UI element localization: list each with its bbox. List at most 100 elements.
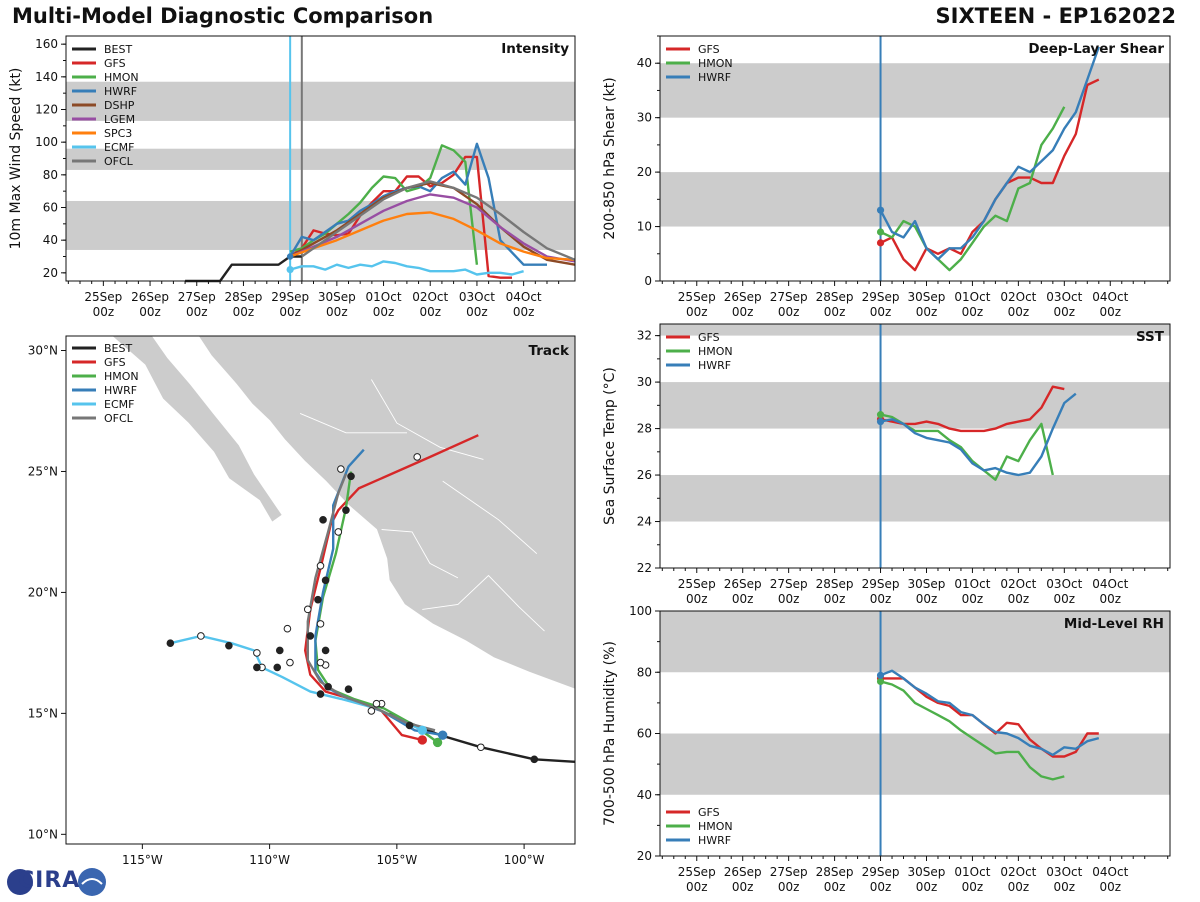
track-panel: 115°W 110°W 105°W 100°W 10°N 15°N 20°N 25°N 30°N…	[28, 335, 576, 867]
track-ytick-label: 15°N	[28, 706, 58, 720]
rh-xtick-label: 00z	[1008, 880, 1030, 894]
track-position-marker	[225, 641, 233, 650]
intensity-xtick-label: 25Sep	[84, 290, 122, 304]
cira-logo: CIRA	[4, 866, 108, 898]
intensity-legend-label-gfs: GFS	[104, 57, 126, 70]
track-series-ofcl	[306, 473, 436, 732]
sst-band-0	[660, 475, 1170, 522]
track-position-marker	[283, 624, 292, 633]
sst-xtick-label: 00z	[1099, 592, 1121, 606]
shear-xtick-label: 00z	[870, 305, 892, 319]
rh-ytick-label: 20	[637, 849, 652, 863]
sst-xtick-label: 00z	[962, 592, 984, 606]
sst-band-2	[660, 324, 1170, 336]
shear-xtick-label: 29Sep	[862, 290, 900, 304]
sst-xtick-label: 30Sep	[908, 577, 946, 591]
intensity-legend-label-hmon: HMON	[104, 71, 139, 84]
sst-frame	[659, 323, 1171, 569]
rh-ytick-label: 40	[637, 788, 652, 802]
sst-xtick-label: 02Oct	[1000, 577, 1036, 591]
rh-xtick-label: 00z	[916, 880, 938, 894]
intensity-band-2	[66, 81, 575, 121]
rh-ytick-label: 80	[637, 665, 652, 679]
rh-xtick-label: 00z	[824, 880, 846, 894]
rh-ylabel: 700-500 hPa Humidity (%)	[602, 641, 618, 826]
track-position-marker	[367, 707, 376, 715]
shear-xtick-label: 00z	[1099, 305, 1121, 319]
sst-xtick-label: 01Oct	[954, 577, 990, 591]
intensity-ytick-label: 100	[35, 135, 58, 149]
track-xtick-label: 115°W	[122, 853, 163, 867]
shear-ytick-label: 40	[637, 56, 652, 70]
shear-xtick-label: 02Oct	[1000, 290, 1036, 304]
track-series-hmon	[314, 471, 439, 744]
intensity-panel: 2040608010012014016025Sep00z26Sep00z27Se…	[8, 35, 576, 319]
track-position-marker	[197, 632, 205, 640]
rh-band-0	[660, 733, 1170, 795]
shear-xtick-label: 00z	[778, 305, 800, 319]
shear-xtick-label: 00z	[1008, 305, 1030, 319]
track-ytick-label: 25°N	[28, 464, 58, 478]
shear-xtick-label: 01Oct	[954, 290, 990, 304]
intensity-legend-label-dshp: DSHP	[104, 99, 135, 112]
track-position-marker	[334, 528, 343, 536]
shear-series-hwrf	[879, 46, 1100, 261]
intensity-start-hwrf	[286, 253, 294, 260]
track-position-marker	[337, 465, 345, 473]
intensity-xtick-label: 00z	[139, 305, 161, 319]
intensity-xtick-label: 30Sep	[318, 290, 356, 304]
rh-xtick-label: 00z	[778, 880, 800, 894]
intensity-xtick-label: 00z	[233, 305, 255, 319]
intensity-ytick-label: 120	[35, 103, 58, 117]
baja-california	[111, 336, 283, 524]
rh-panel: 2040608010025Sep00z26Sep00z27Sep00z28Sep…	[602, 604, 1171, 894]
rh-start-hwrf	[876, 671, 885, 679]
sst-legend-label-gfs: GFS	[698, 331, 720, 344]
rh-xtick-label: 02Oct	[1000, 865, 1036, 879]
shear-ylabel: 200-850 hPa Shear (kt)	[602, 77, 618, 239]
sst-legend-label-hmon: HMON	[698, 345, 733, 358]
rh-xtick-label: 01Oct	[954, 865, 990, 879]
sst-panel: 22242628303225Sep00z26Sep00z27Sep00z28Se…	[602, 323, 1171, 606]
rh-xtick-label: 00z	[686, 880, 708, 894]
track-position-marker	[253, 663, 261, 672]
sst-ytick-label: 28	[637, 422, 652, 436]
intensity-legend-label-hwrf: HWRF	[104, 85, 137, 98]
state-border-2	[381, 529, 459, 579]
state-border-1	[371, 379, 484, 460]
shear-ytick-label: 20	[637, 165, 652, 179]
intensity-xtick-label: 26Sep	[131, 290, 169, 304]
track-legend-label-ofcl: OFCL	[104, 412, 134, 425]
rh-series-hmon	[880, 680, 1065, 781]
track-position-marker	[286, 658, 294, 667]
rh-xtick-label: 27Sep	[770, 865, 808, 879]
track-position-marker	[342, 506, 350, 514]
track-ytick-label: 20°N	[28, 585, 58, 599]
track-legend-label-ecmf: ECMF	[104, 398, 134, 411]
shear-xtick-label: 00z	[1054, 305, 1076, 319]
sst-ytick-label: 32	[637, 329, 652, 343]
sst-xtick-label: 26Sep	[724, 577, 762, 591]
intensity-ytick-label: 80	[43, 168, 58, 182]
rh-xtick-label: 00z	[1054, 880, 1076, 894]
intensity-band-1	[66, 148, 575, 170]
intensity-xtick-label: 00z	[373, 305, 395, 319]
intensity-legend-label-best: BEST	[104, 43, 132, 56]
sst-xtick-label: 00z	[1008, 592, 1030, 606]
shear-ytick-label: 0	[644, 274, 652, 288]
track-xtick-label: 105°W	[376, 853, 417, 867]
sst-ytick-label: 26	[637, 468, 652, 482]
sst-xtick-label: 25Sep	[678, 577, 716, 591]
intensity-series-ecmf	[289, 260, 524, 276]
sst-xtick-label: 00z	[686, 592, 708, 606]
track-position-marker	[316, 562, 325, 570]
intensity-series-lgem	[289, 193, 576, 263]
shear-panel: 01020304025Sep00z26Sep00z27Sep00z28Sep00…	[602, 35, 1171, 319]
track-legend-label-gfs: GFS	[104, 356, 126, 369]
shear-xtick-label: 25Sep	[678, 290, 716, 304]
track-position-marker	[166, 639, 175, 648]
track-legend-label-hmon: HMON	[104, 370, 139, 383]
rh-xtick-label: 03Oct	[1046, 865, 1082, 879]
sst-band-1	[660, 382, 1170, 429]
sst-ylabel: Sea Surface Temp (°C)	[602, 367, 618, 525]
